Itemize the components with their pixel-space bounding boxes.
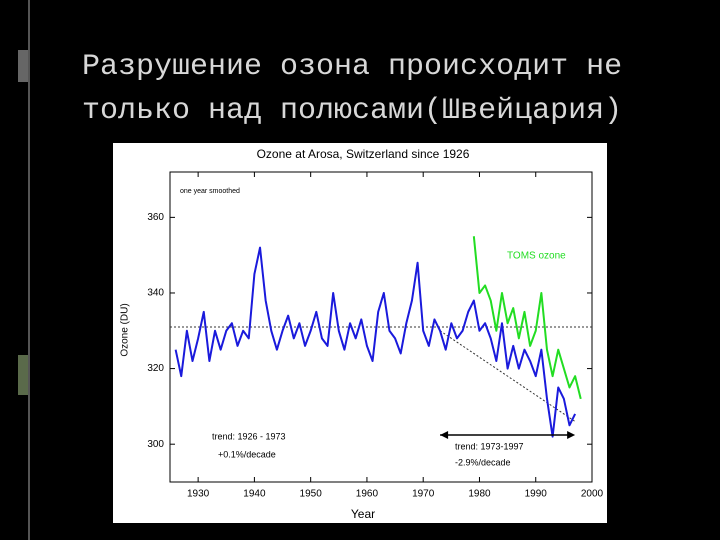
annotation: TOMS ozone (507, 251, 566, 262)
chart: Ozone at Arosa, Switzerland since 1926 Y… (113, 143, 607, 523)
side-mark (18, 355, 28, 395)
side-bar (28, 0, 30, 540)
x-axis-label: Year (351, 507, 375, 521)
series-line (174, 246, 577, 438)
trend-arrow-head (440, 431, 449, 439)
annotation: -2.9%/decade (455, 457, 511, 467)
x-tick-label: 1930 (187, 489, 210, 500)
x-tick-label: 1960 (356, 489, 379, 500)
slide-title: Разрушение озона происходит не (82, 50, 623, 84)
y-tick-label: 360 (147, 212, 164, 223)
annotation: +0.1%/decade (218, 449, 276, 459)
annotation: trend: 1973-1997 (455, 441, 524, 451)
side-mark (18, 50, 28, 82)
x-tick-label: 1990 (525, 489, 548, 500)
trend-arrow-head (567, 431, 576, 439)
annotation: trend: 1926 - 1973 (212, 431, 286, 441)
annotation: one year smoothed (180, 188, 240, 195)
x-tick-label: 1950 (300, 489, 323, 500)
chart-title: Ozone at Arosa, Switzerland since 1926 (257, 147, 470, 161)
slide-title: только над полюсами(Швейцария) (82, 94, 623, 128)
x-tick-label: 1940 (243, 489, 266, 500)
x-tick-label: 1970 (412, 489, 435, 500)
y-tick-label: 300 (147, 439, 164, 450)
series-line (472, 236, 582, 400)
y-axis-label: Ozone (DU) (120, 303, 131, 356)
y-tick-label: 340 (147, 288, 164, 299)
trend-line (439, 330, 576, 422)
x-tick-label: 2000 (581, 489, 604, 500)
x-tick-label: 1980 (468, 489, 491, 500)
y-tick-label: 320 (147, 363, 164, 374)
